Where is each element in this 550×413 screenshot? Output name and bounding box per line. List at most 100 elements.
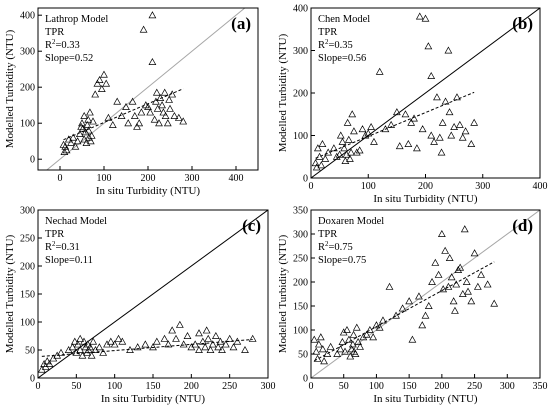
panel-3-y-tick-label-4: 200 (293, 278, 308, 289)
panel-3-data-point-29 (372, 321, 381, 329)
panel-0-data-point-41 (137, 108, 146, 116)
panel-3-data-point-33 (392, 311, 400, 319)
panel-3-data-point-44 (437, 229, 446, 237)
panel-1-data-point-20 (348, 110, 357, 118)
panel-0-data-point-14 (80, 135, 89, 143)
panel-2-data-point-46 (195, 329, 203, 337)
panel-0-data-point-7 (71, 142, 80, 150)
panel-0-data-point-17 (83, 120, 92, 128)
panel-0-data-point-52 (155, 119, 163, 127)
panel-3-data-point-2 (313, 354, 322, 362)
panel-0-data-point-19 (84, 126, 93, 134)
panel-2-data-point-61 (233, 337, 242, 345)
panel-3-data-point-16 (346, 352, 355, 360)
panel-2-fit-line (41, 338, 253, 357)
panel-0-data-point-62 (170, 111, 179, 119)
panel-0-data-point-18 (84, 115, 93, 123)
panel-2-data-point-47 (195, 345, 203, 353)
panel-2-x-tick-label-5: 250 (222, 381, 237, 392)
panel-2-data-point-63 (248, 334, 257, 342)
panel-2-data-point-4 (45, 359, 54, 367)
panel-0-data-point-1 (60, 147, 69, 155)
panel-3-data-point-61 (473, 282, 482, 290)
panel-2-data-point-33 (133, 343, 142, 351)
panel-3-data-point-14 (343, 325, 351, 333)
panel-2-data-point-12 (73, 340, 82, 348)
panel-1-x-tick-label-3: 300 (475, 181, 490, 192)
panel-1-data-point-53 (447, 131, 456, 139)
panel-1-data-point-18 (346, 154, 354, 162)
panel-0-data-point-38 (130, 111, 139, 119)
panel-2-data-point-10 (70, 337, 79, 345)
panel-1-data-point-41 (421, 14, 430, 22)
panel-1-data-point-33 (395, 142, 404, 150)
panel-1-data-point-57 (458, 133, 467, 141)
panel-0-data-point-24 (89, 117, 97, 125)
panel-3-data-point-12 (339, 328, 348, 336)
panel-3-data-point-56 (460, 225, 469, 233)
panel-0-data-point-37 (128, 97, 137, 105)
panel-3-data-point-38 (418, 321, 427, 329)
panel-1-y-tick-label-2: 200 (293, 89, 308, 100)
panel-3-data-point-15 (345, 335, 353, 343)
panel-3-data-point-43 (434, 270, 443, 278)
panel-3-data-point-64 (490, 299, 499, 307)
panel-2-data-point-16 (80, 337, 88, 345)
panel-3-y-tick-label-3: 150 (293, 302, 308, 313)
panel-1-data-point-23 (355, 146, 364, 154)
panel-3-data-point-32 (385, 282, 394, 290)
panel-3-data-point-41 (428, 277, 436, 285)
panel-3-y-tick-label-5: 250 (293, 254, 308, 265)
panel-3-data-point-24 (356, 342, 364, 350)
panel-1-data-point-5 (318, 139, 327, 147)
panel-0-data-point-21 (86, 108, 94, 116)
panel-0-data-point-45 (146, 108, 155, 116)
panel-2-data-point-53 (208, 340, 217, 348)
panel-0-x-tick-label-3: 300 (185, 173, 200, 184)
panel-1-r-squared: R2=0.35 (318, 38, 353, 51)
panel-1-data-point-27 (367, 122, 376, 130)
panel-1-data-point-29 (375, 67, 384, 75)
panel-3-data-point-18 (348, 340, 357, 348)
panel-1-panel-letter: (b) (512, 14, 533, 33)
panel-1-x-tick-label-0: 0 (309, 181, 314, 192)
panel-0-data-point-53 (156, 93, 165, 101)
panel-2-data-point-40 (172, 334, 180, 342)
panel-1-y-tick-label-4: 400 (293, 4, 308, 15)
panel-0-data-point-33 (113, 97, 122, 105)
panel-3-data-point-31 (379, 316, 387, 324)
panel-2-data-point-50 (202, 326, 211, 334)
panel-3-data-point-57 (462, 277, 471, 285)
panel-0-data-point-30 (102, 79, 111, 87)
panel-3-data-point-4 (316, 333, 325, 341)
panel-1-data-point-17 (344, 135, 353, 143)
panel-2-data-point-43 (183, 331, 192, 339)
panel-1-data-point-0 (311, 159, 320, 167)
panel-3-x-tick-label-3: 150 (402, 381, 417, 392)
panel-1-band-label: TPR (318, 27, 337, 38)
panel-2-data-point-14 (76, 345, 85, 353)
panel-1-data-point-12 (338, 137, 347, 145)
panel-0-fit-line (63, 88, 184, 141)
panel-3-data-point-47 (444, 282, 453, 290)
panel-0-y-tick-label-4: 400 (20, 11, 35, 22)
panel-1-model-name: Chen Model (318, 14, 370, 25)
panel-3-x-tick-label-2: 100 (369, 381, 384, 392)
panel-0-panel-letter: (a) (231, 14, 251, 33)
panel-0-data-point-51 (153, 104, 162, 112)
panel-1-data-point-49 (438, 118, 447, 126)
panel-0-band-label: TPR (45, 27, 64, 38)
panel-3-data-point-30 (375, 323, 384, 331)
panel-2-x-axis-title: In situ Turbidity (NTU) (101, 393, 206, 405)
panel-0-slope: Slope=0.52 (45, 53, 93, 64)
panel-3-data-point-23 (354, 337, 363, 345)
panel-1-data-point-4 (317, 161, 326, 169)
panel-0-x-tick-label-0: 0 (58, 173, 63, 184)
panel-0-y-axis-title: Modelled Turbidity (NTU) (4, 29, 16, 148)
panel-1-data-point-60 (470, 118, 479, 126)
panel-0-data-point-64 (179, 117, 188, 125)
panel-1-data-point-11 (336, 131, 345, 139)
panel-0-data-point-59 (165, 95, 174, 103)
panel-2-data-point-26 (99, 348, 108, 356)
